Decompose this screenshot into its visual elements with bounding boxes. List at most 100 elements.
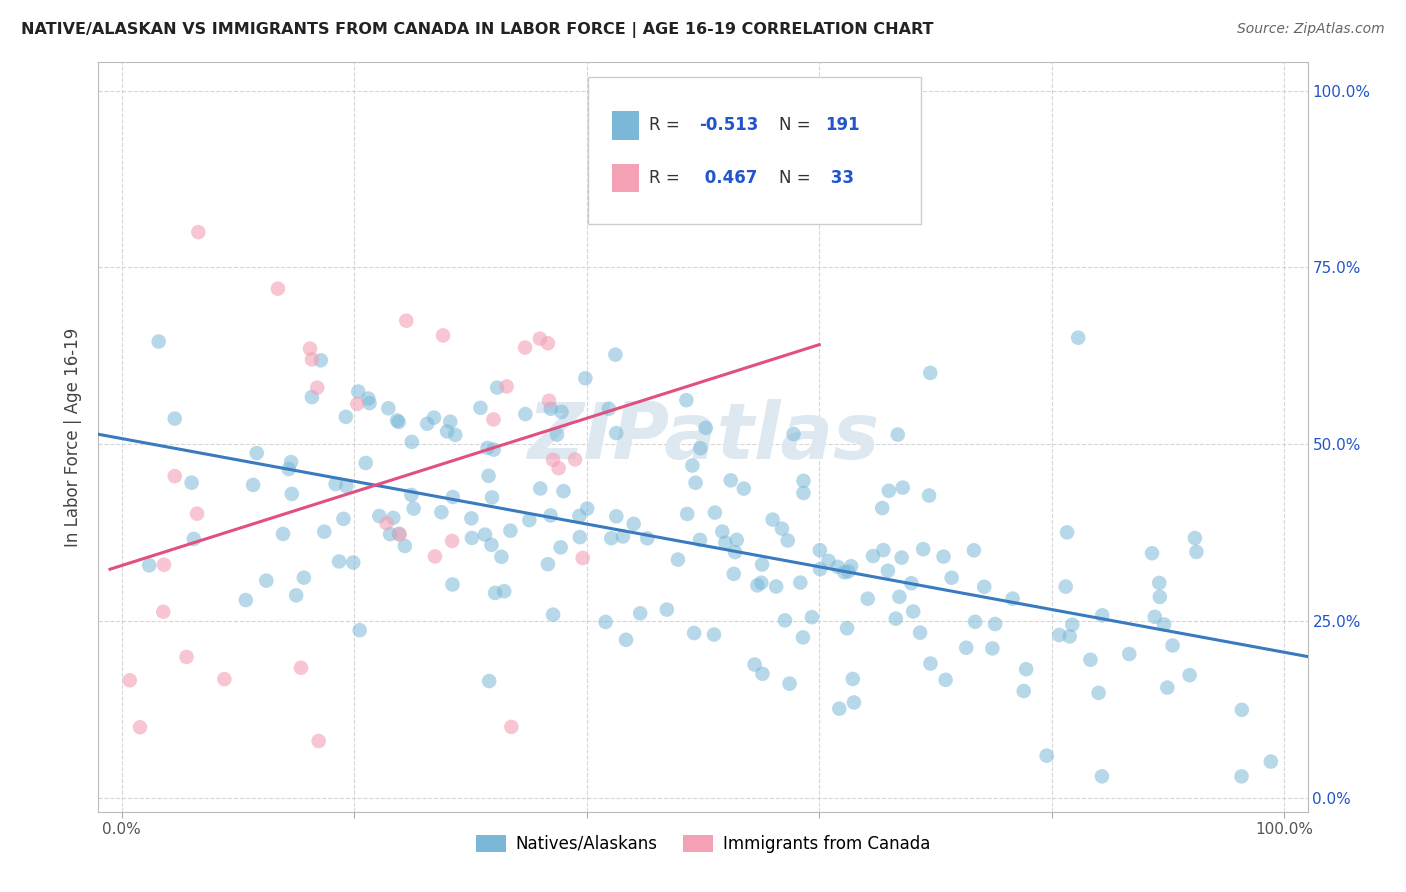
Point (388, 526, 411, 541)
Point (636, 532, 658, 546)
Point (828, 701, 851, 715)
Point (723, 566, 745, 581)
Text: -0.513: -0.513 (699, 116, 759, 135)
Point (751, 558, 773, 572)
Point (529, 482, 551, 496)
Point (900, 576, 922, 591)
Point (517, 513, 540, 527)
Point (441, 490, 464, 504)
Point (837, 565, 859, 579)
Point (941, 571, 963, 585)
Text: N =: N = (779, 169, 815, 186)
Point (484, 586, 506, 600)
Point (242, 478, 264, 492)
Point (378, 527, 401, 541)
Point (1035, 748, 1057, 763)
Point (267, 282, 290, 296)
Point (1230, 703, 1253, 717)
Point (553, 484, 575, 499)
Point (623, 516, 645, 531)
Text: 33: 33 (825, 169, 853, 186)
Point (1067, 331, 1090, 345)
Point (574, 371, 596, 385)
Point (655, 602, 678, 616)
Point (808, 543, 831, 558)
FancyBboxPatch shape (588, 78, 921, 224)
Point (685, 475, 707, 490)
Point (1012, 684, 1035, 698)
Point (470, 401, 492, 415)
Point (749, 575, 772, 590)
Point (325, 477, 347, 491)
Point (918, 489, 941, 503)
Point (598, 401, 620, 416)
Point (152, 605, 174, 619)
Point (394, 539, 416, 553)
Point (308, 734, 330, 748)
Point (683, 626, 706, 640)
Point (481, 491, 503, 505)
Point (439, 415, 461, 429)
Point (301, 352, 323, 367)
Point (285, 588, 308, 602)
Point (568, 508, 591, 523)
Point (335, 479, 357, 493)
Point (163, 411, 186, 425)
Point (377, 401, 399, 416)
Point (375, 516, 398, 531)
Point (703, 506, 725, 520)
Point (571, 551, 593, 566)
Point (877, 564, 900, 578)
Point (180, 475, 202, 490)
Point (1260, 755, 1282, 769)
Point (887, 427, 910, 442)
Point (568, 530, 591, 544)
Point (477, 441, 499, 455)
Point (444, 428, 467, 442)
Point (118, 673, 141, 688)
Point (605, 509, 627, 524)
Point (401, 434, 423, 449)
Point (494, 584, 516, 599)
Point (808, 562, 831, 576)
Text: R =: R = (648, 169, 685, 186)
Point (432, 328, 454, 343)
Text: 191: 191 (825, 116, 859, 135)
Point (385, 413, 408, 427)
Point (676, 507, 699, 521)
Point (1047, 628, 1070, 642)
Point (955, 640, 977, 655)
Point (342, 556, 364, 570)
Point (547, 461, 569, 475)
Point (346, 397, 368, 411)
Point (628, 607, 651, 621)
Point (1185, 545, 1208, 559)
Point (501, 720, 523, 734)
Point (515, 407, 537, 421)
Point (460, 511, 482, 525)
Point (666, 552, 689, 566)
Point (537, 336, 560, 351)
Point (1056, 525, 1078, 540)
Point (328, 554, 350, 568)
Point (1001, 591, 1024, 606)
Point (1184, 531, 1206, 545)
Point (856, 591, 879, 606)
Point (335, 409, 357, 424)
Point (973, 580, 995, 594)
Point (382, 511, 405, 525)
Point (965, 615, 987, 629)
Point (388, 415, 411, 429)
Point (416, 417, 439, 431)
Point (835, 621, 858, 635)
Point (481, 538, 503, 552)
Point (187, 225, 209, 239)
Point (1054, 580, 1077, 594)
Point (842, 672, 865, 686)
Point (800, 610, 823, 624)
Point (920, 366, 942, 380)
Legend: Natives/Alaskans, Immigrants from Canada: Natives/Alaskans, Immigrants from Canada (470, 828, 936, 860)
Point (1015, 662, 1038, 676)
FancyBboxPatch shape (613, 112, 638, 140)
Point (792, 486, 814, 500)
